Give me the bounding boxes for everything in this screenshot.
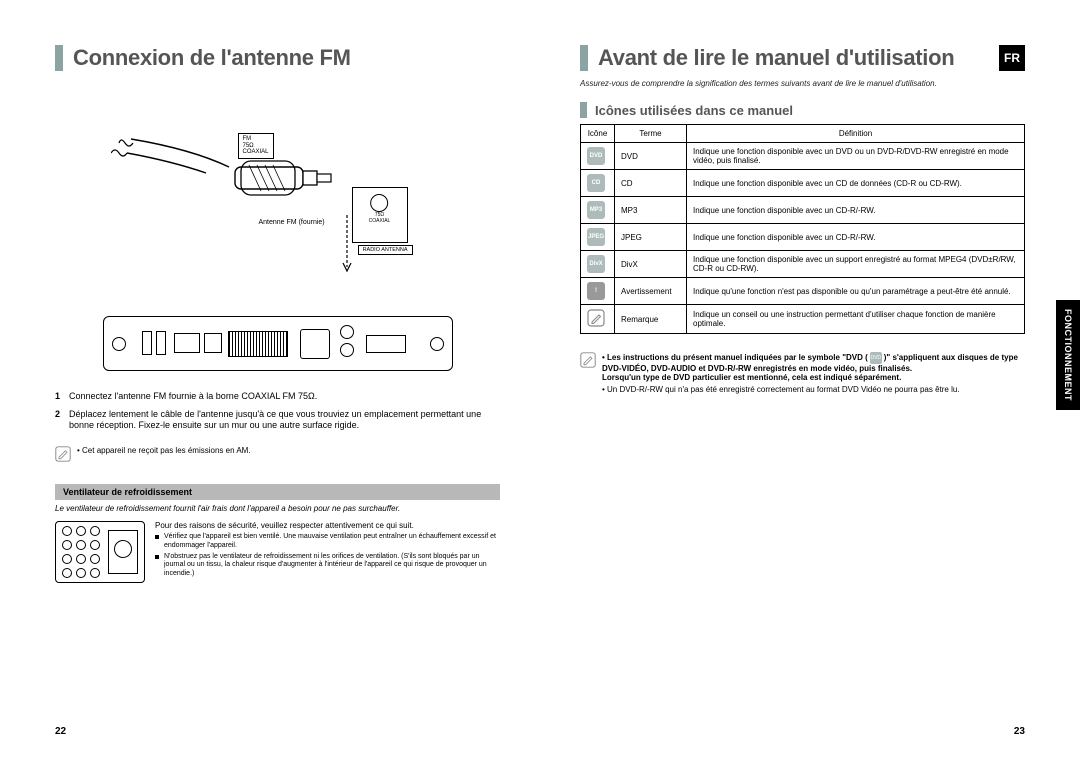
title-accent-bar xyxy=(580,45,588,71)
fan-text: Pour des raisons de sécurité, veuillez r… xyxy=(155,521,500,583)
fm-antenna-diagram: FM 75Ω COAXIAL Antenne FM (fournie) 75Ω xyxy=(93,111,463,371)
pencil-icon xyxy=(587,309,605,327)
term-cell: JPEG xyxy=(615,224,687,251)
fan-bullet-2: N'obstruez pas le ventilateur de refroid… xyxy=(155,553,500,579)
note-icon xyxy=(580,352,596,368)
definition-cell: Indique une fonction disponible avec un … xyxy=(687,197,1025,224)
fan-intro: Le ventilateur de refroidissement fourni… xyxy=(55,504,500,513)
icon-cell xyxy=(581,305,615,334)
icon-cell: JPEG xyxy=(581,224,615,251)
am-note-text: • Cet appareil ne reçoit pas les émissio… xyxy=(77,446,251,462)
icon-cell: MP3 xyxy=(581,197,615,224)
table-row: JPEGJPEGIndique une fonction disponible … xyxy=(581,224,1025,251)
page-number-right: 23 xyxy=(1014,726,1025,737)
page-number-left: 22 xyxy=(55,726,66,737)
section-side-tab: FONCTIONNEMENT xyxy=(1056,300,1080,410)
th-term: Terme xyxy=(615,125,687,143)
disc-icon: JPEG xyxy=(587,228,605,246)
right-title-row: Avant de lire le manuel d'utilisation FR xyxy=(580,45,1025,71)
icon-cell: DVD xyxy=(581,143,615,170)
page-right: Avant de lire le manuel d'utilisation FR… xyxy=(540,0,1080,763)
icons-subheading: Icônes utilisées dans ce manuel xyxy=(595,103,793,118)
table-row: DivXDivXIndique une fonction disponible … xyxy=(581,251,1025,278)
connector-icon xyxy=(231,151,341,211)
term-cell: Avertissement xyxy=(615,278,687,305)
dvd-note-line1: • Les instructions du présent manuel ind… xyxy=(602,352,1025,382)
disc-icon: DivX xyxy=(587,255,605,273)
page-spread: Connexion de l'antenne FM FM 75Ω COAXIAL xyxy=(0,0,1080,763)
definition-cell: Indique un conseil ou une instruction pe… xyxy=(687,305,1025,334)
dvd-note-block: • Les instructions du présent manuel ind… xyxy=(580,352,1025,397)
sub-accent-bar xyxy=(580,102,587,118)
disc-icon: DVD xyxy=(587,147,605,165)
left-title: Connexion de l'antenne FM xyxy=(73,45,351,71)
dvd-note-line2: • Un DVD-R/-RW qui n'a pas été enregistr… xyxy=(602,385,1025,394)
th-icon: Icône xyxy=(581,125,615,143)
antenna-caption: Antenne FM (fournie) xyxy=(259,219,325,226)
warning-icon: ! xyxy=(587,282,605,300)
fan-bullet-1: Vérifiez que l'appareil est bien ventilé… xyxy=(155,533,500,551)
definition-cell: Indique une fonction disponible avec un … xyxy=(687,170,1025,197)
icon-cell: ! xyxy=(581,278,615,305)
icon-cell: CD xyxy=(581,170,615,197)
definition-cell: Indique une fonction disponible avec un … xyxy=(687,251,1025,278)
note-icon xyxy=(55,446,71,462)
language-badge: FR xyxy=(999,45,1025,71)
device-back-panel xyxy=(103,316,453,371)
dvd-inline-icon: DVD xyxy=(870,352,882,364)
subheading-row: Icônes utilisées dans ce manuel xyxy=(580,102,1025,118)
fan-device-icon xyxy=(55,521,145,583)
table-row: CDCDIndique une fonction disponible avec… xyxy=(581,170,1025,197)
connection-steps: 1 Connectez l'antenne FM fournie à la bo… xyxy=(55,391,500,432)
icon-cell: DivX xyxy=(581,251,615,278)
term-cell: DivX xyxy=(615,251,687,278)
table-row: ! AvertissementIndique qu'une fonction n'… xyxy=(581,278,1025,305)
right-intro: Assurez-vous de comprendre la significat… xyxy=(580,79,1025,88)
disc-icon: MP3 xyxy=(587,201,605,219)
icon-table: Icône Terme Définition DVDDVDIndique une… xyxy=(580,124,1025,334)
definition-cell: Indique une fonction disponible avec un … xyxy=(687,143,1025,170)
cable-wave-icon xyxy=(111,131,231,251)
term-cell: CD xyxy=(615,170,687,197)
left-title-row: Connexion de l'antenne FM xyxy=(55,45,500,71)
th-def: Définition xyxy=(687,125,1025,143)
table-row: DVDDVDIndique une fonction disponible av… xyxy=(581,143,1025,170)
term-cell: MP3 xyxy=(615,197,687,224)
am-note: • Cet appareil ne reçoit pas les émissio… xyxy=(55,446,500,462)
fan-heading: Ventilateur de refroidissement xyxy=(55,484,500,500)
term-cell: Remarque xyxy=(615,305,687,334)
table-row: MP3MP3Indique une fonction disponible av… xyxy=(581,197,1025,224)
disc-icon: CD xyxy=(587,174,605,192)
title-accent-bar xyxy=(55,45,63,71)
definition-cell: Indique une fonction disponible avec un … xyxy=(687,224,1025,251)
term-cell: DVD xyxy=(615,143,687,170)
fan-row: Pour des raisons de sécurité, veuillez r… xyxy=(55,521,500,583)
table-row: RemarqueIndique un conseil ou une instru… xyxy=(581,305,1025,334)
fan-lead: Pour des raisons de sécurité, veuillez r… xyxy=(155,521,500,530)
definition-cell: Indique qu'une fonction n'est pas dispon… xyxy=(687,278,1025,305)
step-1: 1 Connectez l'antenne FM fournie à la bo… xyxy=(55,391,500,403)
right-title: Avant de lire le manuel d'utilisation xyxy=(598,45,954,71)
page-left: Connexion de l'antenne FM FM 75Ω COAXIAL xyxy=(0,0,540,763)
dashed-arrow-icon xyxy=(341,211,377,281)
step-2: 2 Déplacez lentement le câble de l'anten… xyxy=(55,409,500,432)
